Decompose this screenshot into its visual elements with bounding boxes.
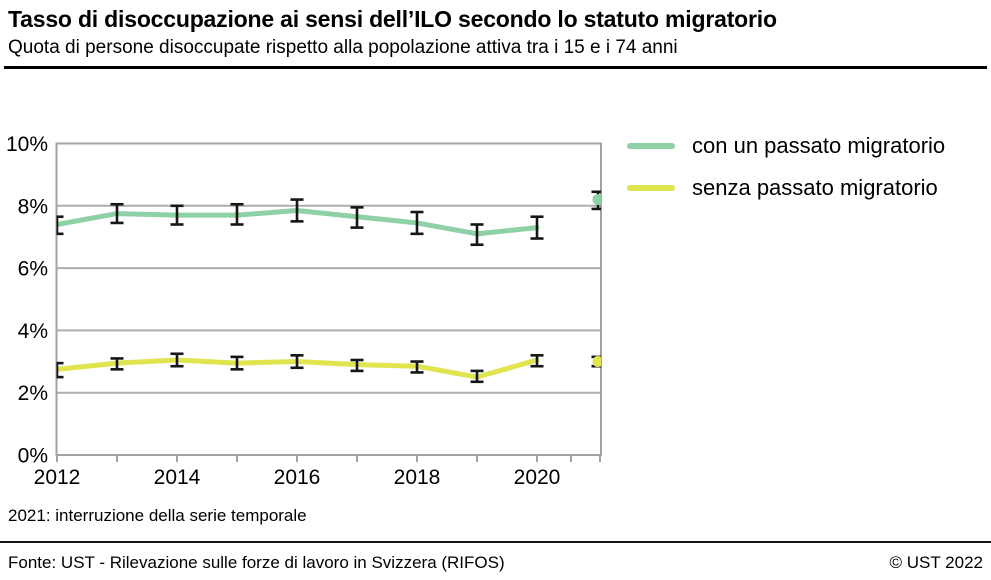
svg-text:2016: 2016	[274, 466, 321, 489]
header-divider	[4, 66, 987, 69]
svg-text:10%: 10%	[6, 133, 48, 156]
x-axis-labels: 2012 2014 2016 2018 2020	[34, 466, 561, 489]
svg-text:2%: 2%	[18, 382, 48, 405]
chart-header: Tasso di disoccupazione ai sensi dell’IL…	[8, 2, 986, 59]
svg-text:0%: 0%	[18, 445, 48, 468]
svg-text:2018: 2018	[394, 466, 441, 489]
gridlines	[56, 142, 601, 394]
legend-label-non-migrant: senza passato migratorio	[692, 175, 938, 200]
copyright-text: © UST 2022	[889, 553, 983, 572]
error-bars	[56, 190, 601, 384]
svg-text:2020: 2020	[514, 466, 561, 489]
y-axis-labels: 0% 2% 4% 6% 8% 10%	[6, 133, 48, 468]
svg-text:4%: 4%	[18, 320, 48, 343]
page-title: Tasso di disoccupazione ai sensi dell’IL…	[8, 6, 777, 32]
chart-footer: Fonte: UST - Rilevazione sulle forze di …	[0, 541, 991, 573]
break-point-0	[592, 194, 601, 206]
legend-label-migrant: con un passato migratorio	[692, 133, 946, 158]
svg-text:2012: 2012	[34, 466, 81, 489]
svg-text:2014: 2014	[154, 466, 201, 489]
series-break-note: 2021: interruzione della serie temporale	[8, 506, 307, 525]
svg-text:6%: 6%	[18, 258, 48, 281]
legend-swatch-non-migrant-icon	[627, 185, 675, 191]
x-axis-ticks	[56, 455, 601, 462]
break-year-points	[592, 194, 601, 368]
chart-legend: con un passato migratorio senza passato …	[627, 132, 945, 216]
svg-text:8%: 8%	[18, 195, 48, 218]
series-lines	[56, 207, 540, 380]
plot-frame	[55, 142, 602, 456]
source-text: Fonte: UST - Rilevazione sulle forze di …	[8, 553, 505, 572]
legend-swatch-migrant-icon	[627, 143, 675, 149]
page-subtitle: Quota di persone disoccupate rispetto al…	[8, 37, 678, 58]
break-point-1	[592, 356, 601, 368]
legend-item-non-migrant: senza passato migratorio	[627, 174, 945, 202]
legend-item-migrant: con un passato migratorio	[627, 132, 945, 160]
